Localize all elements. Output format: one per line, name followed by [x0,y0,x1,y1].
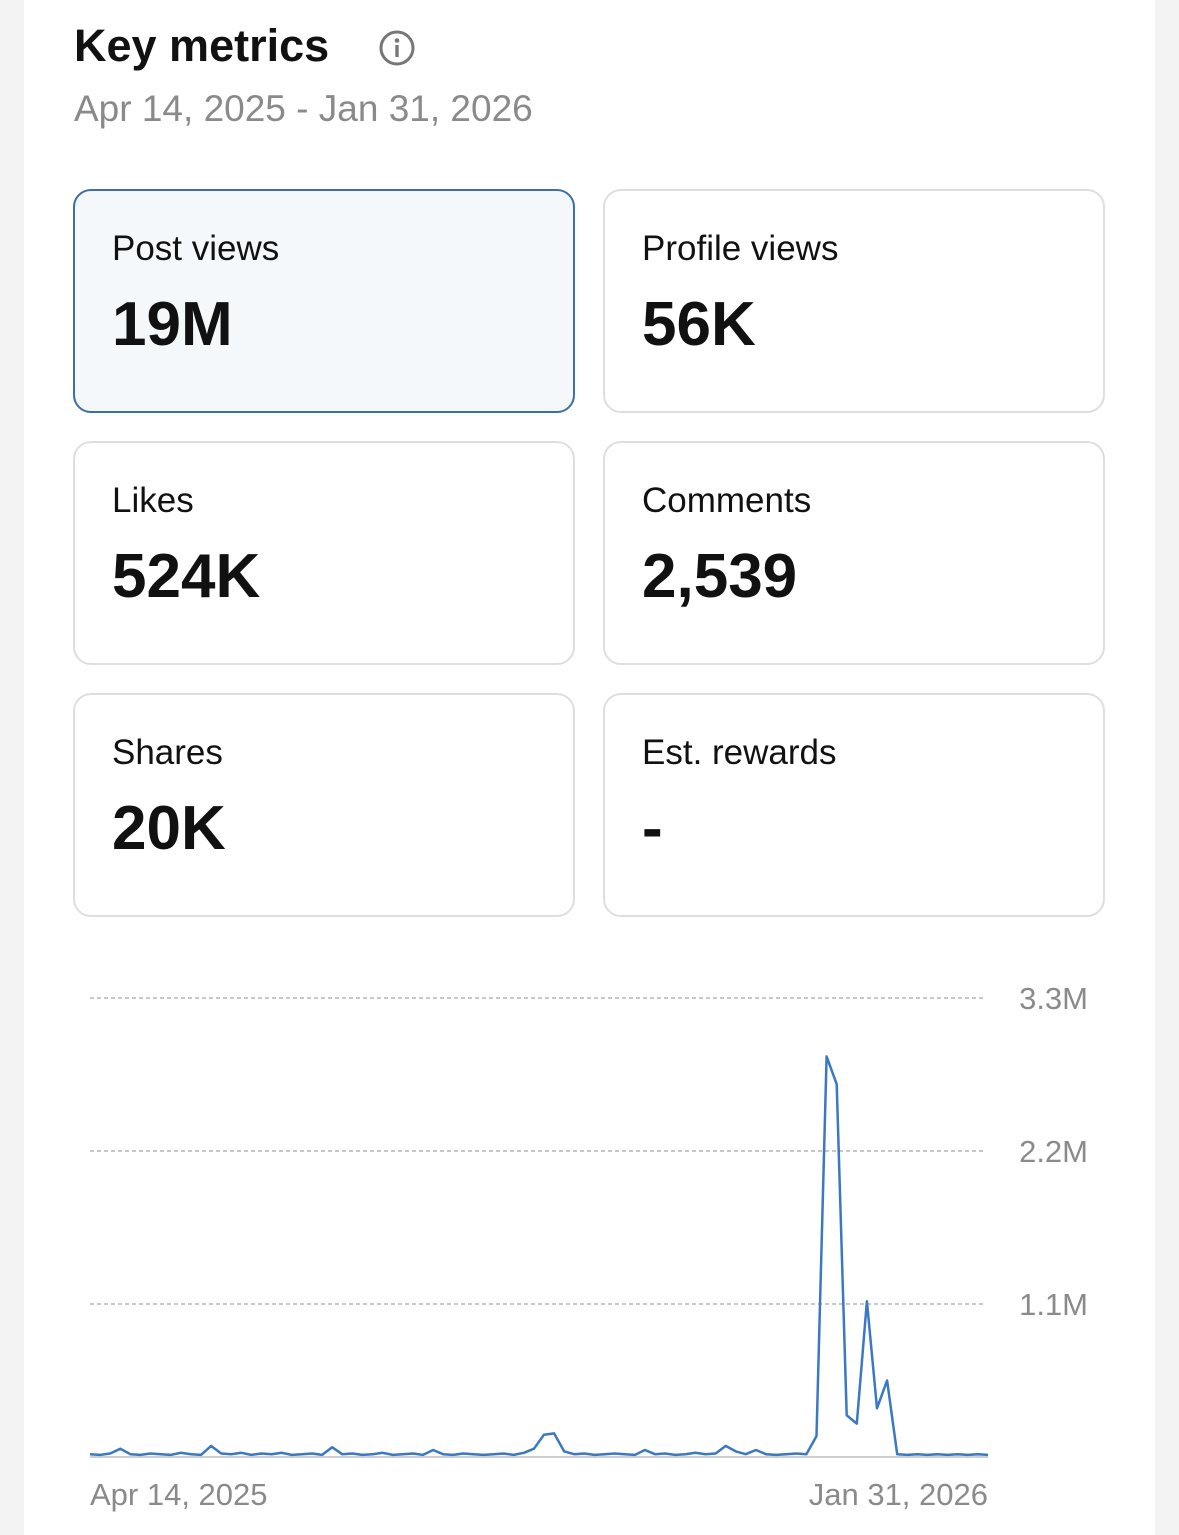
date-range: Apr 14, 2025 - Jan 31, 2026 [74,88,533,129]
metric-card[interactable]: Likes 524K [73,441,575,665]
metric-value: 56K [642,290,756,359]
metric-value: 19M [112,290,233,359]
metric-label: Likes [112,481,194,520]
metric-card[interactable]: Shares 20K [73,693,575,917]
metric-value: 2,539 [642,542,798,611]
metric-label: Profile views [642,229,839,268]
metric-label: Post views [112,229,280,268]
metric-value: 20K [112,794,226,863]
y-tick-label: 1.1M [1019,1287,1088,1322]
metric-label: Shares [112,733,223,772]
info-icon[interactable] [378,29,416,67]
metric-card[interactable]: Est. rewards - [603,693,1105,917]
line-series [89,1055,989,1457]
metric-card[interactable]: Post views 19M [73,189,575,413]
title: Key metrics [74,20,330,71]
metric-value: 524K [112,542,261,611]
y-tick-label: 2.2M [1019,1134,1088,1169]
metric-value: - [642,794,663,863]
metric-card[interactable]: Profile views 56K [603,189,1105,413]
y-tick-label: 3.3M [1019,981,1088,1016]
metric-label: Est. rewards [642,733,837,772]
chart: 1.1M 2.2M 3.3M Apr 14, 2025 Jan 31, 2026 [89,981,1088,1512]
x-tick-label: Jan 31, 2026 [809,1477,988,1512]
metric-label: Comments [642,481,812,520]
x-tick-label: Apr 14, 2025 [90,1477,268,1512]
metric-card[interactable]: Comments 2,539 [603,441,1105,665]
